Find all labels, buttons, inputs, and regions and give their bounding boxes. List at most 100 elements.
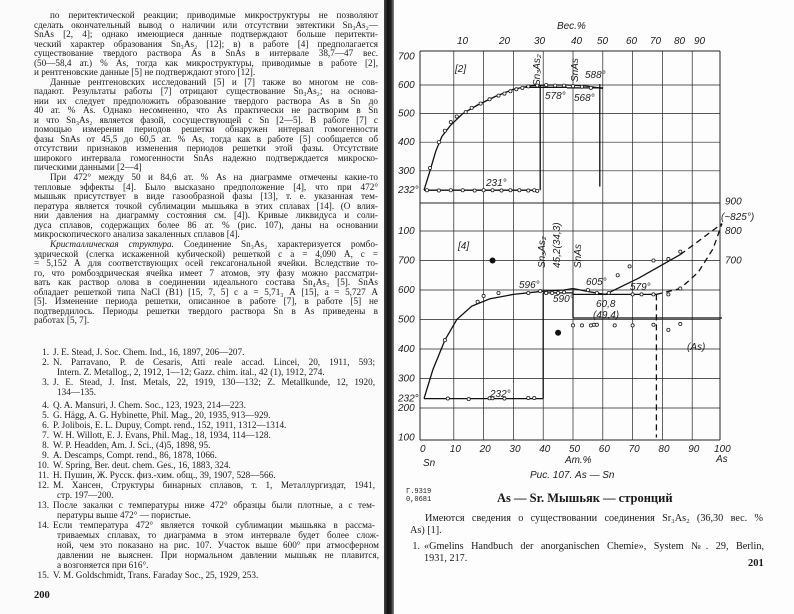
label-sn3as2-lower: Sn₃As₂: [537, 236, 548, 268]
lower-y-tick-left: 400: [398, 344, 415, 355]
text-line: As) [1].: [410, 525, 442, 536]
bottom-axis-tick: 10: [450, 444, 462, 455]
top-axis-tick: 30: [534, 36, 546, 47]
upper-data-point: [478, 101, 483, 106]
diagram-labels: 10 20 30 40 50 60 70 80 90700600500400300232°[2]…: [397, 36, 754, 480]
reference-number: 15.: [37, 570, 49, 580]
label-588: 588°: [585, 70, 606, 81]
upper-data-point: [499, 188, 504, 193]
upper-data-point: [517, 188, 522, 193]
upper-data-point: [502, 91, 507, 96]
lower-data-point: [666, 327, 671, 332]
text-line: существование твердого раствора As в SnA…: [34, 49, 378, 58]
ink-spot: [489, 257, 496, 264]
lower-data-point: [475, 299, 480, 304]
lower-data-point: [666, 257, 671, 262]
text-line: дуса сплавов, содержащих более 86 ат. % …: [34, 220, 378, 230]
left-page: [0, 0, 386, 614]
code-line: 0,0681: [406, 496, 432, 504]
upper-data-point: [553, 83, 558, 88]
lower-data-point: [678, 249, 683, 254]
label-60-8: 60,8: [596, 299, 616, 310]
reference-number: 9.: [42, 450, 49, 460]
reference-line: W. Spring, Ber. deut. chem. Ges., 16, 18…: [53, 460, 231, 470]
upper-data-point: [436, 140, 441, 145]
bottom-axis-tick: 90: [688, 444, 700, 455]
upper-y-tick: 300: [398, 166, 415, 177]
text-line: сделать окончательный вывод о наличии ил…: [34, 20, 378, 30]
lower-data-point: [544, 290, 549, 295]
upper-data-point: [544, 83, 549, 88]
reference-number: 1.: [42, 347, 49, 357]
lower-data-point: [502, 396, 507, 401]
text-line: работах [5, 7].: [34, 316, 90, 326]
top-axis-tick: 70: [650, 36, 662, 47]
reference-number: 10.: [37, 460, 49, 470]
lower-y-tick-right: 700: [725, 256, 742, 267]
lower-y-tick-left: 600: [398, 285, 415, 296]
lower-data-point: [526, 395, 531, 400]
diagram-grid: [419, 50, 721, 441]
text-line: = 5,152 Å для соответствующих осей гекса…: [34, 259, 378, 269]
upper-data-point: [508, 89, 513, 94]
text-run: Соединение Sn₃As₂ характеризуется ромбо-: [173, 240, 378, 250]
lower-data-point: [556, 290, 561, 295]
reference-number: 1.: [412, 541, 420, 552]
page-number: 200: [34, 590, 50, 601]
text-line: ческий характер образования Sn₃As₂ [12];…: [34, 39, 378, 49]
lower-data-point: [627, 264, 632, 269]
label-605: 605°: [586, 277, 607, 288]
bottom-axis-tick: 60: [599, 444, 611, 455]
bottom-axis-tick: 70: [629, 444, 641, 455]
top-axis-tick: 40: [571, 36, 583, 47]
section-heading: As — Sr. Мышьяк — стронций: [497, 491, 673, 505]
text-line: микроскопического анализа закаленных спл…: [34, 230, 240, 240]
top-axis-tick: 20: [498, 36, 511, 47]
lower-data-point: [579, 323, 584, 328]
reference-line: давлении не выяснен. При нормальном давл…: [57, 550, 379, 560]
upper-data-point: [490, 188, 495, 193]
upper-data-point: [526, 188, 531, 193]
top-axis-tick: 90: [694, 36, 706, 47]
upper-data-point: [496, 93, 501, 98]
reference-item: 3. J. E. Stead, J. Inst. Metals, 22, 1919…: [34, 377, 379, 397]
upper-y-tick: 400: [398, 137, 415, 148]
text-line: пература является точкой сублимации мышь…: [34, 201, 378, 211]
text-line: нии давления на диаграмму состояния см. …: [34, 211, 378, 221]
top-axis-tick: 80: [674, 36, 686, 47]
lower-data-point: [612, 323, 617, 328]
upper-data-point: [472, 188, 477, 193]
text-line: тепловые эффекты [4]. Было высказано пре…: [34, 182, 378, 192]
label-49-4: (49,4): [593, 310, 619, 321]
lower-data-point: [481, 293, 486, 298]
reference-line: Если температура 472° является точкой су…: [53, 520, 375, 530]
reference-item: 8. W. P. Headden, Am. J. Sci., (4)5, 1898…: [34, 440, 379, 450]
lower-data-point: [490, 396, 495, 401]
bottom-axis-tick: 100: [714, 444, 731, 455]
label-45-2: 45,2(34,3): [552, 222, 563, 268]
label-825: (~825°): [721, 212, 754, 223]
upper-data-point: [535, 188, 540, 193]
lower-data-point: [651, 292, 656, 297]
lower-solidus-dashed: [656, 223, 723, 296]
reference-item: 5. G. Hägg, A. G. Hybinette, Phil. Mag., …: [34, 410, 379, 420]
lower-data-point: [550, 290, 555, 295]
upper-data-point: [463, 110, 468, 115]
upper-data-point: [588, 85, 593, 90]
x-axis-sn-label: Sn: [423, 458, 436, 469]
reference-line: Н. Пушин, Ж. Русск. физ.-хим. общ., 39, …: [53, 470, 276, 480]
text-line: Кристаллическая структура. Соединение Sn…: [50, 240, 378, 250]
lower-data-point: [532, 395, 537, 400]
upper-y-tick: 500: [398, 109, 415, 120]
upper-data-point: [487, 97, 492, 102]
reference-number: 14.: [37, 520, 49, 530]
reference-line: J. E. Stead, J. Inst. Metals, 22, 1919, …: [53, 377, 375, 387]
label-231: 231°: [485, 178, 507, 189]
reference-line: W. P. Headden, Am. J. Sci., (4)5, 1898, …: [53, 440, 211, 450]
lower-data-point: [678, 321, 683, 326]
reference-item: 12. М. Хансен, Структуры бинарных сплавов…: [34, 480, 379, 500]
lower-data-point: [496, 290, 501, 295]
upper-data-point: [514, 87, 519, 92]
reference-item: 7. W. H. Willott, E. J. Evans, Phil. Mag.…: [34, 430, 379, 440]
reference-item: 9. A. Descamps, Compt. rend., 86, 1878, 1…: [34, 450, 379, 460]
